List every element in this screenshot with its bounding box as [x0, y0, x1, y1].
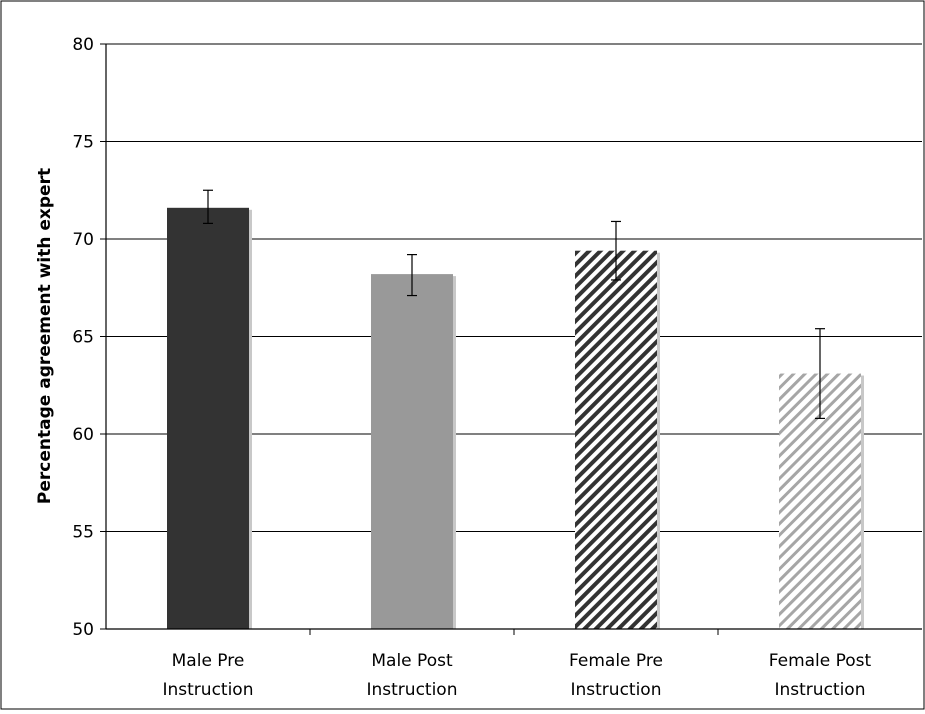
- y-axis-label: Percentage agreement with expert: [35, 168, 55, 504]
- y-tick-label: 60: [72, 425, 94, 445]
- x-category-label: Instruction: [775, 680, 866, 700]
- y-tick-label: 70: [72, 230, 94, 250]
- bars: [167, 189, 864, 630]
- x-category-label: Instruction: [571, 680, 662, 700]
- y-tick-label: 80: [72, 35, 94, 55]
- bar: [371, 274, 453, 629]
- x-category-label: Male Pre: [172, 651, 245, 671]
- x-category-label: Male Post: [371, 651, 453, 671]
- x-category-label: Instruction: [163, 680, 254, 700]
- labels: 50 55 60 65 70 75 80 Male Pre Instruction Male Po…: [72, 35, 871, 700]
- x-category-label: Instruction: [367, 680, 458, 700]
- y-tick-label: 65: [72, 328, 94, 348]
- y-tick-label: 50: [72, 620, 94, 640]
- bar: [575, 250, 657, 629]
- bar: [167, 207, 249, 630]
- axes: [100, 43, 922, 635]
- x-category-label: Female Post: [769, 651, 872, 671]
- y-tick-label: 55: [72, 523, 94, 543]
- y-tick-label: 75: [72, 133, 94, 153]
- x-category-label: Female Pre: [569, 651, 663, 671]
